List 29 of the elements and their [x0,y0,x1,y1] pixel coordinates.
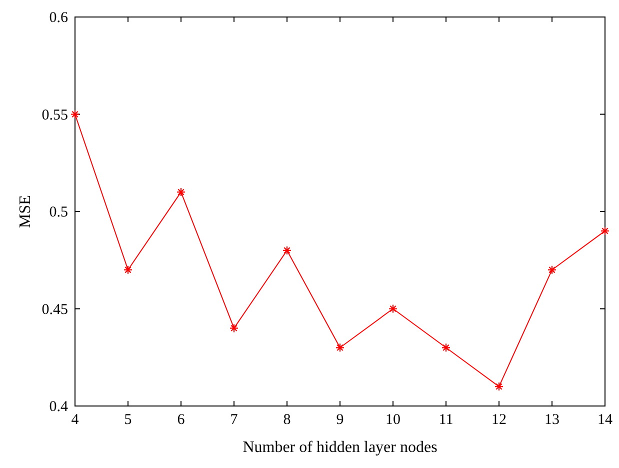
x-tick-label: 14 [598,412,613,428]
x-tick-label: 4 [71,412,80,428]
x-tick-label: 6 [177,412,186,428]
point [229,324,239,333]
point [70,110,80,119]
y-tick-label: 0.4 [49,399,68,415]
x-tick-label: 10 [386,412,400,428]
point [176,188,186,197]
x-axis-title: Number of hidden layer nodes [242,439,438,456]
point [441,343,451,352]
x-tick-label: 7 [230,412,238,428]
x-tick-label: 5 [124,412,132,428]
y-tick-label: 0.6 [49,10,68,26]
x-tick-label: 13 [544,412,560,428]
point [282,246,292,255]
point [600,226,610,236]
x-tick-label: 11 [438,412,454,428]
x-tick-label: 8 [283,412,291,428]
y-tick-label: 0.45 [42,302,68,318]
x-tick-label: 9 [336,412,344,428]
y-tick-label: 0.55 [42,107,68,124]
point [335,343,345,352]
x-tick-label: 12 [492,412,506,428]
point [388,304,398,314]
point [494,382,504,392]
point [547,265,557,274]
y-tick-label: 0.5 [49,204,68,220]
point [123,265,133,274]
y-axis-title: MSE [17,195,34,228]
